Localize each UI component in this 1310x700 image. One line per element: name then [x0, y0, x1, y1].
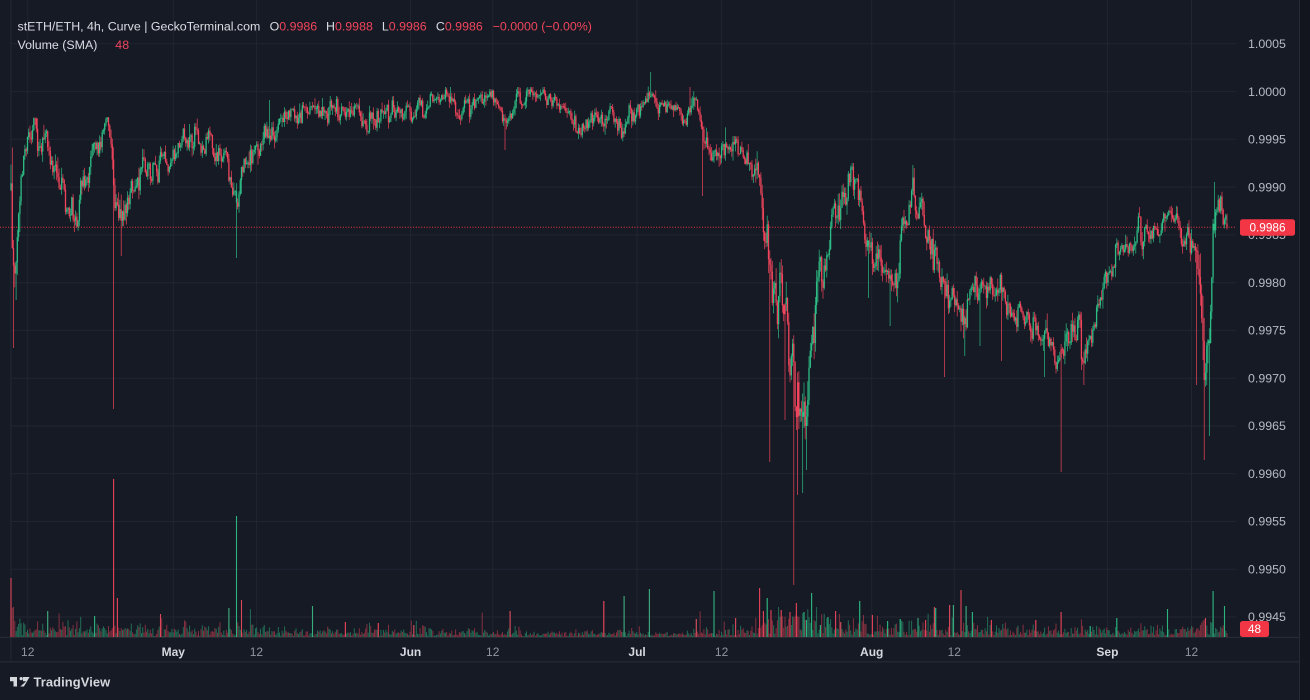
svg-text:0.9986: 0.9986: [1249, 221, 1286, 235]
svg-text:Jun: Jun: [400, 645, 421, 659]
svg-text:TradingView: TradingView: [34, 675, 112, 690]
svg-text:0.9970: 0.9970: [1248, 371, 1286, 385]
svg-text:0.9945: 0.9945: [1248, 610, 1286, 624]
svg-text:0.9980: 0.9980: [1248, 276, 1286, 290]
svg-text:12: 12: [715, 645, 729, 659]
svg-text:Jul: Jul: [628, 645, 645, 659]
svg-text:0.9995: 0.9995: [1248, 133, 1286, 147]
svg-text:Aug: Aug: [860, 645, 883, 659]
svg-text:0.9975: 0.9975: [1248, 324, 1286, 338]
svg-text:48: 48: [115, 38, 129, 52]
svg-text:12: 12: [1185, 645, 1199, 659]
svg-text:48: 48: [1248, 622, 1262, 636]
svg-text:0.9965: 0.9965: [1248, 419, 1286, 433]
svg-text:12: 12: [21, 645, 35, 659]
svg-text:0.9955: 0.9955: [1248, 515, 1286, 529]
svg-text:May: May: [162, 645, 186, 659]
svg-text:0.9950: 0.9950: [1248, 563, 1286, 577]
svg-text:1.0000: 1.0000: [1248, 85, 1286, 99]
svg-text:Sep: Sep: [1096, 645, 1118, 659]
svg-text:0.9960: 0.9960: [1248, 467, 1286, 481]
svg-text:Volume (SMA): Volume (SMA): [18, 38, 98, 52]
svg-text:0.9990: 0.9990: [1248, 180, 1286, 194]
svg-text:12: 12: [250, 645, 264, 659]
svg-text:stETH/ETH, 4h, Curve | GeckoTe: stETH/ETH, 4h, Curve | GeckoTerminal.com: [18, 20, 261, 34]
svg-text:12: 12: [486, 645, 500, 659]
svg-text:12: 12: [948, 645, 962, 659]
svg-text:1.0005: 1.0005: [1248, 37, 1286, 51]
